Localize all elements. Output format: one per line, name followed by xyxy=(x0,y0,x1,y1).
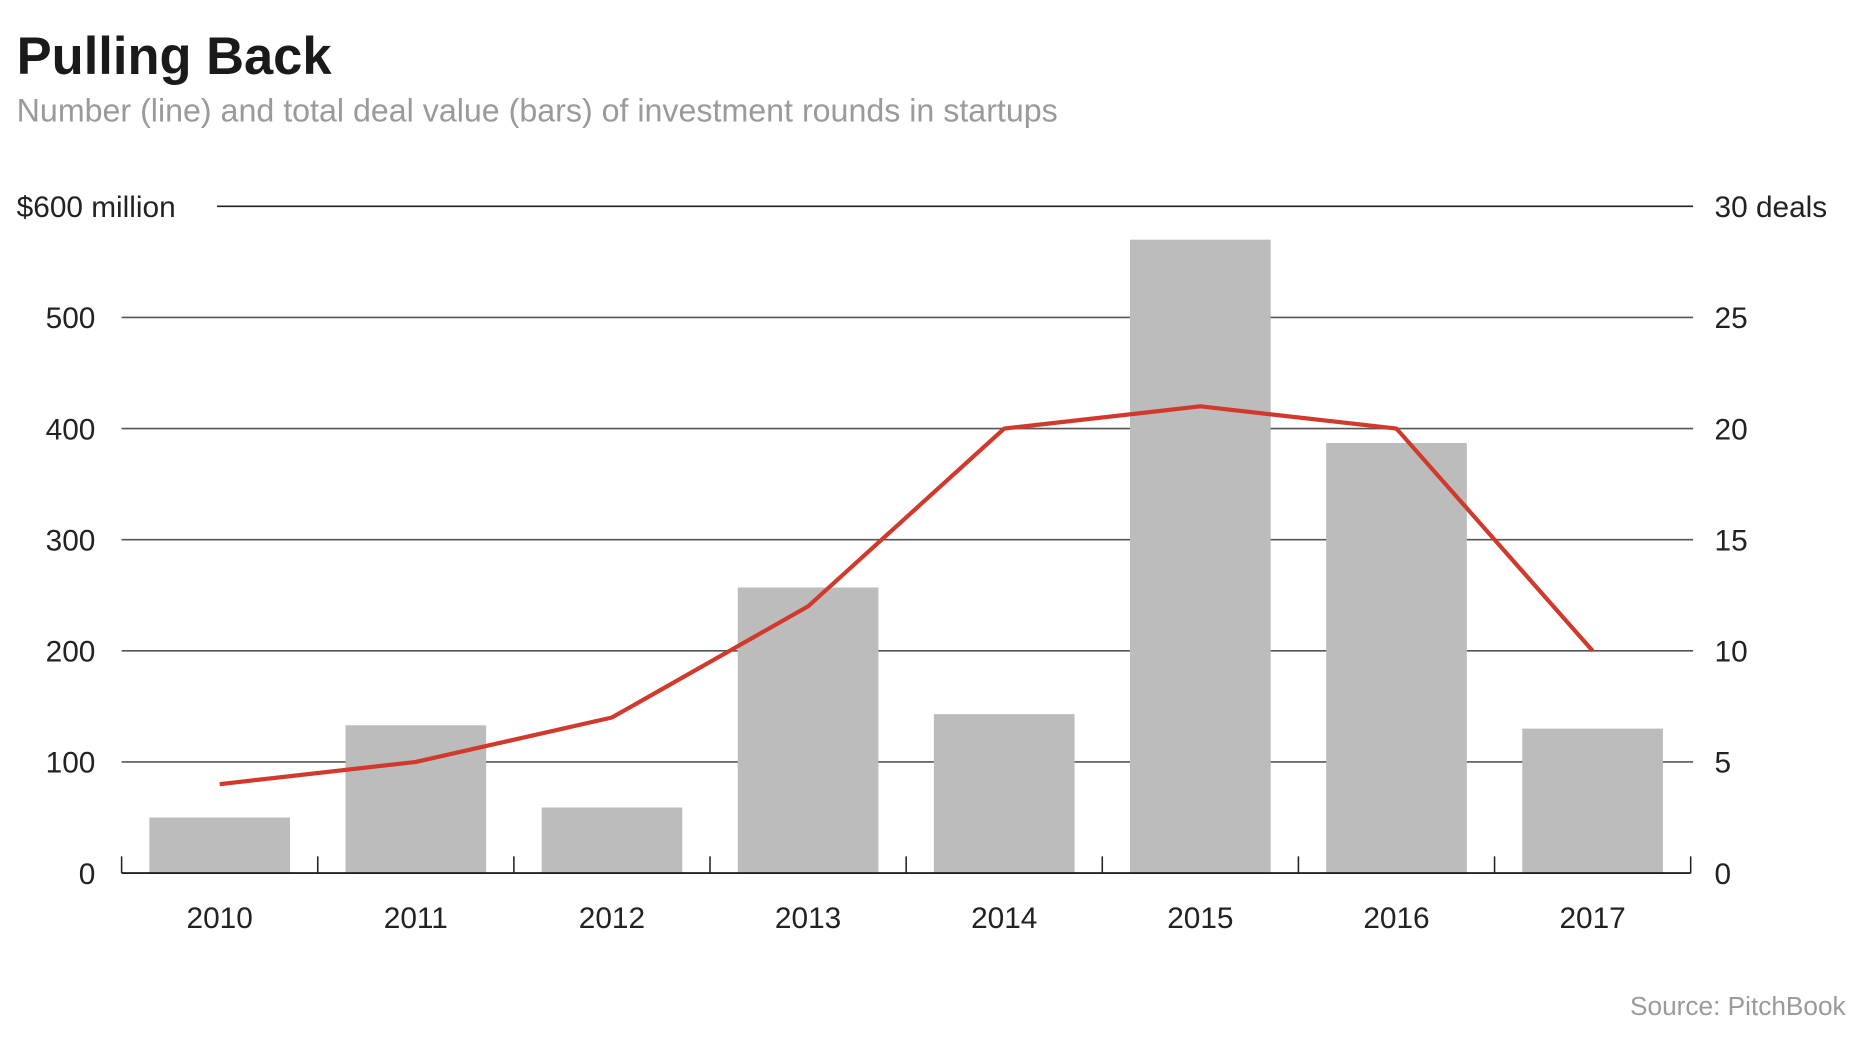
left-tick-label: 300 xyxy=(46,524,96,557)
right-tick-label: 5 xyxy=(1715,747,1732,780)
x-tick-label: 2013 xyxy=(775,902,841,935)
x-tick-label: 2012 xyxy=(579,902,645,935)
right-tick-label: 10 xyxy=(1715,636,1748,669)
bar-2014 xyxy=(933,714,1075,874)
right-tick-label: 25 xyxy=(1715,302,1748,335)
bars xyxy=(149,239,1663,874)
bar-2017 xyxy=(1522,728,1663,874)
right-tick-label: 30 deals xyxy=(1715,191,1828,224)
left-tick-label: $600 million xyxy=(17,191,176,224)
bar-2010 xyxy=(149,817,291,874)
axes xyxy=(120,856,1692,874)
left-tick-label: 500 xyxy=(46,302,96,335)
x-tick-label: 2017 xyxy=(1559,902,1625,935)
bar-2016 xyxy=(1326,443,1467,874)
chart-title: Pulling Back xyxy=(17,28,333,86)
left-tick-label: 400 xyxy=(46,413,96,446)
source-note: Source: PitchBook xyxy=(1630,991,1847,1021)
x-tick-label: 2014 xyxy=(971,902,1037,935)
x-tick-label: 2010 xyxy=(187,902,253,935)
left-tick-label: 100 xyxy=(46,747,96,780)
deal-count-polyline xyxy=(219,404,1595,787)
bar-2012 xyxy=(541,807,683,874)
x-tick-label: 2016 xyxy=(1363,902,1429,935)
bar-2011 xyxy=(345,725,487,874)
x-tick-label: 2015 xyxy=(1167,902,1233,935)
right-tick-label: 20 xyxy=(1715,413,1748,446)
chart-subtitle: Number (line) and total deal value (bars… xyxy=(17,93,1058,129)
x-tick-label: 2011 xyxy=(384,902,448,935)
bar-2015 xyxy=(1130,239,1271,874)
left-tick-label: 0 xyxy=(79,858,96,891)
deal-count-line xyxy=(219,404,1595,787)
right-tick-label: 15 xyxy=(1715,524,1748,557)
left-tick-label: 200 xyxy=(46,636,96,669)
right-tick-label: 0 xyxy=(1715,858,1732,891)
tick-labels: 0 0 100 5 200 10 300 15 400 20 500 25 $600 million 30… xyxy=(17,191,1827,935)
bar-2013 xyxy=(737,587,879,874)
